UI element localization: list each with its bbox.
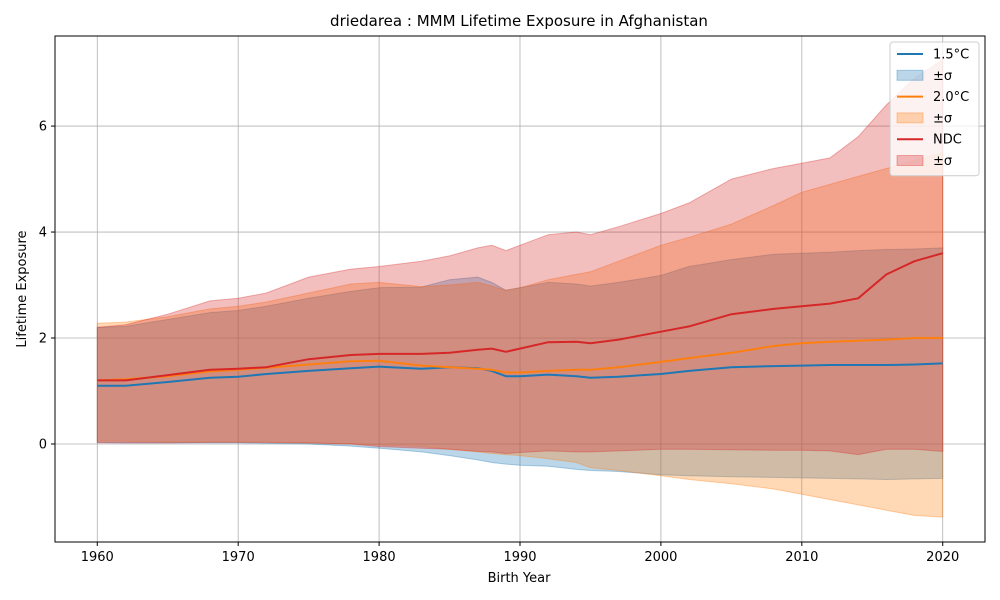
band-series-1 [96,151,944,518]
line-series-0 [97,362,943,387]
y-tick-label: 2 [39,332,47,347]
x-tick-label: 2010 [785,550,818,565]
legend: 1.5°C ±σ 2.0°C ±σ NDC ±σ [889,41,980,177]
x-tick-label: 2000 [644,550,677,565]
y-tick-label: 6 [39,120,47,135]
y-tick-label: 4 [39,226,47,241]
band-series-2 [96,58,944,456]
legend-band-swatch [896,155,924,166]
mean-lines [97,252,943,387]
chart-title: driedarea : MMM Lifetime Exposure in Afg… [330,12,708,30]
band-series-0 [96,247,944,481]
y-tick-label: 0 [39,437,47,452]
legend-label: ±σ [933,111,952,126]
line-series-2 [97,252,943,382]
legend-box [889,41,980,177]
legend-label: NDC [933,133,962,148]
x-tick-label: 1990 [503,550,536,565]
legend-label: 1.5°C [933,48,969,63]
x-tick-label: 1970 [222,550,255,565]
x-tick-label: 1980 [363,550,396,565]
axis-ticks: 1960 1970 1980 1990 2000 2010 2020 0 2 4 6 [39,120,960,565]
x-axis-title: Birth Year [488,571,552,586]
x-tick-label: 2020 [926,550,959,565]
y-axis-title: Lifetime Exposure [15,230,30,347]
legend-label: ±σ [933,154,952,169]
legend-band-swatch [896,69,924,81]
legend-label: 2.0°C [933,90,969,105]
legend-label: ±σ [933,69,952,84]
x-tick-label: 1960 [81,550,114,565]
uncertainty-bands [96,58,944,518]
grid-lines [55,36,985,542]
legend-band-swatch [896,112,924,124]
